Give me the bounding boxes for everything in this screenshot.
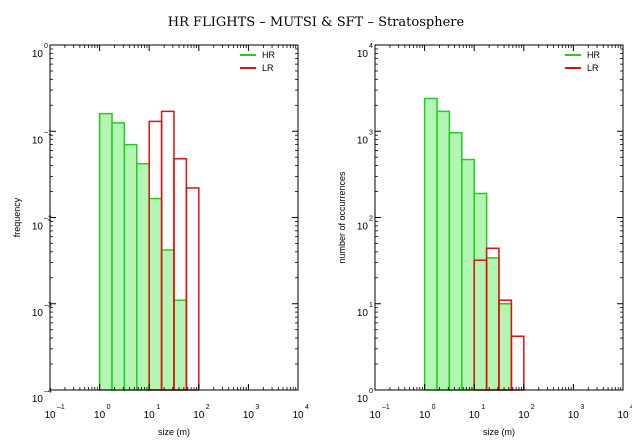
y-tick-exponent: 4: [369, 43, 373, 50]
y-tick-exponent: 0: [369, 388, 373, 395]
hr-bar-3: [461, 158, 475, 391]
hr-bar-5: [160, 249, 175, 391]
x-tick-label: 10: [568, 410, 580, 421]
y-tick-exponent: 2: [369, 216, 373, 223]
y-tick-label: 10: [357, 394, 369, 405]
hr-bar-6: [173, 299, 188, 391]
hr-bar-3: [136, 162, 150, 391]
x-tick-exponent: 2: [531, 404, 535, 411]
legend-label-hr: HR: [587, 50, 600, 60]
x-tick-label: 10: [369, 410, 381, 421]
x-axis-label: size (m): [158, 427, 190, 437]
y-tick-label: 10: [32, 394, 44, 405]
lr-bar-3: [510, 335, 525, 391]
left-histogram-panel: 10–110010110210310410–410–310–210–1100si…: [12, 43, 309, 437]
x-tick-label: 10: [469, 410, 481, 421]
legend-label-lr: LR: [262, 63, 274, 73]
x-tick-exponent: –1: [382, 404, 390, 411]
x-tick-exponent: –1: [57, 404, 65, 411]
hr-bar-1: [436, 110, 451, 391]
y-tick-exponent: –4: [44, 388, 52, 395]
hr-bar-2: [123, 143, 138, 391]
x-tick-label: 10: [292, 410, 304, 421]
hr-bar-0: [423, 97, 438, 391]
x-tick-exponent: 2: [206, 404, 210, 411]
y-tick-label: 10: [357, 308, 369, 319]
y-tick-label: 10: [357, 49, 369, 60]
x-tick-label: 10: [94, 410, 106, 421]
x-tick-label: 10: [419, 410, 431, 421]
x-axis-label: size (m): [483, 427, 515, 437]
legend-label-hr: HR: [262, 50, 275, 60]
x-tick-label: 10: [617, 410, 629, 421]
x-tick-exponent: 0: [432, 404, 436, 411]
y-tick-exponent: –3: [44, 302, 52, 309]
hr-bar-0: [98, 112, 113, 391]
y-tick-exponent: 1: [369, 302, 373, 309]
y-tick-label: 10: [32, 222, 44, 233]
x-tick-label: 10: [243, 410, 255, 421]
lr-bar-3: [185, 187, 200, 391]
y-axis-label: frequency: [12, 197, 22, 237]
figure-title: HR FLIGHTS – MUTSI & SFT – Stratosphere: [168, 15, 465, 30]
y-tick-label: 10: [32, 308, 44, 319]
y-axis-label: number of occurrences: [337, 171, 347, 264]
hr-bar-6: [498, 303, 513, 391]
x-tick-exponent: 0: [107, 404, 111, 411]
x-tick-exponent: 4: [305, 404, 309, 411]
y-tick-label: 10: [32, 49, 44, 60]
x-tick-exponent: 4: [630, 404, 632, 411]
x-tick-label: 10: [44, 410, 56, 421]
y-tick-exponent: 0: [44, 43, 48, 50]
x-tick-label: 10: [144, 410, 156, 421]
hr-bar-1: [111, 122, 126, 391]
y-tick-label: 10: [32, 135, 44, 146]
x-tick-exponent: 1: [156, 404, 160, 411]
x-tick-exponent: 1: [481, 404, 485, 411]
x-tick-exponent: 3: [255, 404, 259, 411]
y-tick-exponent: –1: [44, 129, 52, 136]
y-tick-label: 10: [357, 222, 369, 233]
x-tick-label: 10: [193, 410, 205, 421]
y-tick-label: 10: [357, 135, 369, 146]
y-tick-exponent: 3: [369, 129, 373, 136]
x-tick-exponent: 3: [580, 404, 584, 411]
y-tick-exponent: –2: [44, 216, 52, 223]
legend-label-lr: LR: [587, 63, 599, 73]
hr-bar-5: [485, 257, 500, 391]
hr-bar-4: [148, 197, 163, 391]
x-tick-label: 10: [518, 410, 530, 421]
hr-bar-2: [448, 132, 463, 391]
hr-bar-4: [473, 192, 488, 391]
